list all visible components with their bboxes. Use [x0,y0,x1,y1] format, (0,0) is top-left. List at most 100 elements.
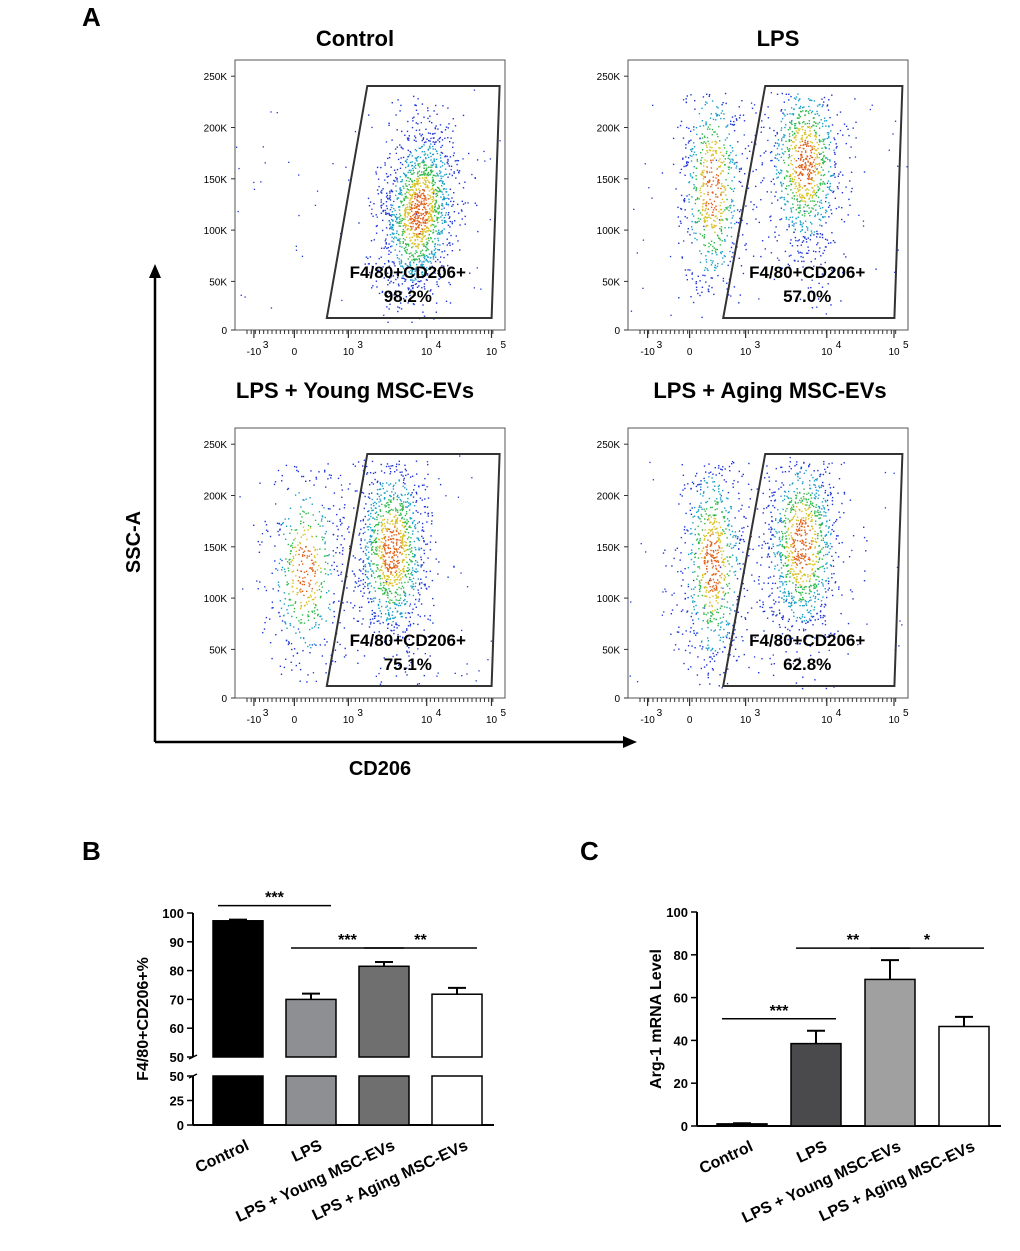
flow-event [706,93,708,95]
flow-event [425,186,427,188]
flow-event [800,153,802,156]
flow-event [718,219,721,221]
flow-event [321,586,323,588]
flow-event [396,518,398,520]
flow-event [394,148,397,150]
flow-event [782,153,785,155]
flow-event [385,639,387,641]
flow-event [829,204,831,207]
flow-event [403,479,405,481]
flow-event [298,174,300,176]
flow-event [381,557,383,560]
flow-event [283,592,286,594]
flow-event [407,228,409,230]
flow-event [425,576,427,578]
flow-event [804,212,806,215]
flow-event [368,497,371,499]
flow-event [792,168,794,170]
flow-event [302,637,305,639]
flow-event [786,185,788,187]
flow-event [384,536,387,538]
flow-event [371,535,373,537]
flow-event [806,205,808,207]
flow-event [427,515,429,517]
flow-event [332,622,334,624]
flow-event [432,153,434,156]
flow-event [688,198,690,201]
flow-event [392,617,394,619]
flow-event [399,206,401,208]
flow-event [738,180,740,183]
flow-event [825,209,827,211]
flow-event [707,126,710,128]
flow-event [827,206,830,208]
flow-event [773,129,775,132]
flow-event [413,303,415,306]
flow-event [427,228,430,230]
flow-event [438,204,440,207]
flow-event [801,252,803,254]
flow-event [397,511,399,513]
flow-event [302,577,304,579]
flow-event [372,285,374,287]
flow-event [422,218,424,220]
flow-event [405,225,407,227]
flow-event [430,164,432,166]
flow-event [738,168,741,170]
flow-event [299,668,302,671]
flow-event [824,120,826,122]
flow-event [397,277,399,279]
flow-event [833,151,836,154]
flow-event [411,221,414,223]
flow-event [820,199,822,202]
flow-event [798,98,801,101]
flow-event [713,242,715,244]
flow-event [798,166,801,169]
flow-event [395,623,397,626]
flow-event [395,194,397,197]
flow-event [398,533,400,535]
flow-event [314,607,316,609]
flow-event [389,473,391,475]
flow-event [370,529,373,531]
flow-event [404,134,406,136]
flow-event [431,579,434,582]
flow-event [366,472,369,474]
flow-event [400,572,403,575]
flow-event [312,569,314,571]
flow-event [401,561,404,564]
flow-event [422,253,424,255]
flow-event [392,233,394,235]
flow-event [379,498,381,500]
flow-event [421,230,424,233]
flow-event [389,579,392,581]
flow-event [315,476,317,479]
flow-event [797,240,799,242]
flow-event [423,228,426,230]
flow-event [401,542,404,545]
flow-event [398,480,400,482]
flow-event [429,212,431,215]
flow-event [434,276,436,278]
flow-event [400,545,402,547]
flow-event [687,157,690,159]
flow-event [385,553,388,555]
flow-event [387,504,389,506]
flow-event [765,150,767,152]
flow-event [753,204,755,206]
flow-event [452,142,454,144]
flow-event [809,157,811,160]
flow-event [423,257,426,260]
flow-event [448,173,451,175]
flow-event [735,167,737,169]
flow-event [371,492,373,494]
flow-event [687,269,689,271]
flow-event [427,618,429,620]
flow-event [363,592,365,594]
flow-event [396,509,399,511]
flow-event [720,193,722,196]
flow-event [427,174,430,177]
flow-event [417,208,420,210]
flow-event [244,296,246,298]
flow-event [377,178,380,180]
